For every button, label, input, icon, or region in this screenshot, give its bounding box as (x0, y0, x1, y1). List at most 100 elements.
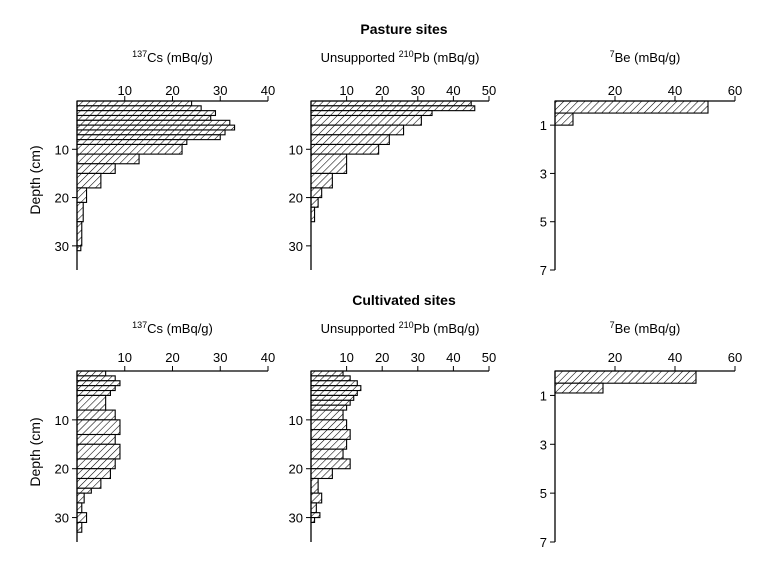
bar-1 (76, 105, 202, 112)
bar-2 (76, 380, 121, 387)
x-tick-label: 30 (213, 350, 227, 365)
panel-title-superscript: 7 (610, 49, 615, 59)
x-tick-label: 40 (668, 83, 682, 98)
y-tick-label: 3 (540, 437, 547, 452)
x-tick-label: 50 (482, 350, 496, 365)
bar-9 (310, 419, 348, 431)
panel-title-superscript: 137 (132, 320, 147, 330)
bar-3 (76, 114, 212, 121)
x-tick-label: 10 (339, 350, 353, 365)
bar-9 (76, 443, 121, 460)
panel-title-superscript: 210 (399, 320, 414, 330)
bar-12 (310, 448, 344, 460)
bar-3 (310, 385, 362, 392)
panel-title-main: Be (mBq/g) (615, 50, 681, 65)
x-tick-label: 40 (668, 350, 682, 365)
panel-title: 137Cs (mBq/g) (132, 49, 213, 65)
y-tick-label: 20 (289, 462, 303, 477)
panel-title-main: Be (mBq/g) (615, 321, 681, 336)
section-title-cultivated: Cultivated sites (352, 292, 456, 308)
bar-14 (310, 468, 333, 480)
panel-title: 7Be (mBq/g) (610, 49, 681, 65)
y-tick-label: 10 (289, 142, 303, 157)
chart-panel-4: Unsupported 210Pb (mBq/g) 10 20 30 40 50 10 20 3… (289, 320, 496, 542)
panel-title-main: Cs (mBq/g) (147, 50, 213, 65)
panel-title-main: Unsupported (321, 321, 399, 336)
bar-0 (310, 370, 344, 377)
panel-title: 7Be (mBq/g) (610, 320, 681, 336)
y-tick-label: 20 (289, 191, 303, 206)
y-tick-label: 10 (55, 413, 69, 428)
y-tick-label: 10 (289, 413, 303, 428)
bar-15 (76, 221, 83, 247)
y-tick-label: 30 (55, 511, 69, 526)
bar-13 (310, 458, 351, 470)
bar-0 (76, 100, 193, 107)
bar-10 (310, 197, 319, 208)
bar-0 (310, 100, 472, 107)
x-tick-label: 10 (339, 83, 353, 98)
depth-axis-label-text: Depth (cm) (27, 417, 43, 486)
bar-10 (76, 458, 116, 470)
x-tick-label: 10 (118, 350, 132, 365)
bar-10 (76, 153, 140, 165)
bar-7 (76, 419, 121, 436)
y-tick-label: 30 (289, 511, 303, 526)
x-tick-label: 40 (261, 83, 275, 98)
y-tick-label: 7 (540, 535, 547, 550)
y-tick-label: 20 (55, 462, 69, 477)
bar-4 (310, 389, 358, 396)
bar-1 (554, 112, 574, 126)
y-tick-label: 3 (540, 166, 547, 181)
bar-6 (310, 399, 351, 406)
panel-title-suffix: Pb (mBq/g) (414, 50, 480, 65)
bar-7 (310, 404, 348, 411)
bar-0 (554, 100, 709, 114)
bar-9 (310, 187, 323, 199)
bar-2 (310, 110, 433, 117)
bar-2 (76, 110, 217, 117)
panel-title-suffix: Pb (mBq/g) (414, 321, 480, 336)
bar-11 (310, 438, 348, 450)
bar-8 (310, 172, 333, 189)
panel-title-main: Cs (mBq/g) (147, 321, 213, 336)
bar-7 (310, 153, 348, 174)
x-tick-label: 20 (608, 83, 622, 98)
depth-axis-label-cultivated: Depth (cm) (27, 417, 43, 486)
y-tick-label: 30 (289, 239, 303, 254)
y-tick-label: 1 (540, 388, 547, 403)
bar-1 (310, 105, 476, 112)
bar-17 (76, 521, 83, 533)
y-tick-label: 7 (540, 263, 547, 278)
bar-5 (310, 134, 390, 146)
bar-7 (76, 134, 221, 141)
x-tick-label: 40 (261, 350, 275, 365)
panel-title: Unsupported 210Pb (mBq/g) (321, 49, 480, 65)
panel-title: Unsupported 210Pb (mBq/g) (321, 320, 480, 336)
bar-15 (310, 477, 319, 494)
bar-16 (76, 512, 88, 524)
bar-2 (310, 380, 358, 387)
bar-12 (76, 172, 102, 189)
y-tick-label: 30 (55, 239, 69, 254)
y-tick-label: 5 (540, 215, 547, 230)
y-tick-label: 10 (55, 142, 69, 157)
depth-axis-label-text: Depth (cm) (27, 145, 43, 214)
x-tick-label: 30 (411, 350, 425, 365)
bar-14 (76, 201, 84, 223)
section-title-pasture: Pasture sites (360, 21, 447, 37)
x-tick-label: 10 (118, 83, 132, 98)
bar-12 (76, 477, 102, 489)
bar-16 (310, 492, 323, 504)
x-tick-label: 60 (728, 350, 742, 365)
bar-8 (76, 433, 116, 445)
bar-4 (310, 124, 405, 136)
bar-1 (310, 375, 351, 382)
panel-title: 137Cs (mBq/g) (132, 320, 213, 336)
chart-panel-0: 137Cs (mBq/g) 10 20 30 40 10 20 30 (55, 49, 275, 270)
depth-axis-label-pasture: Depth (cm) (27, 145, 43, 214)
